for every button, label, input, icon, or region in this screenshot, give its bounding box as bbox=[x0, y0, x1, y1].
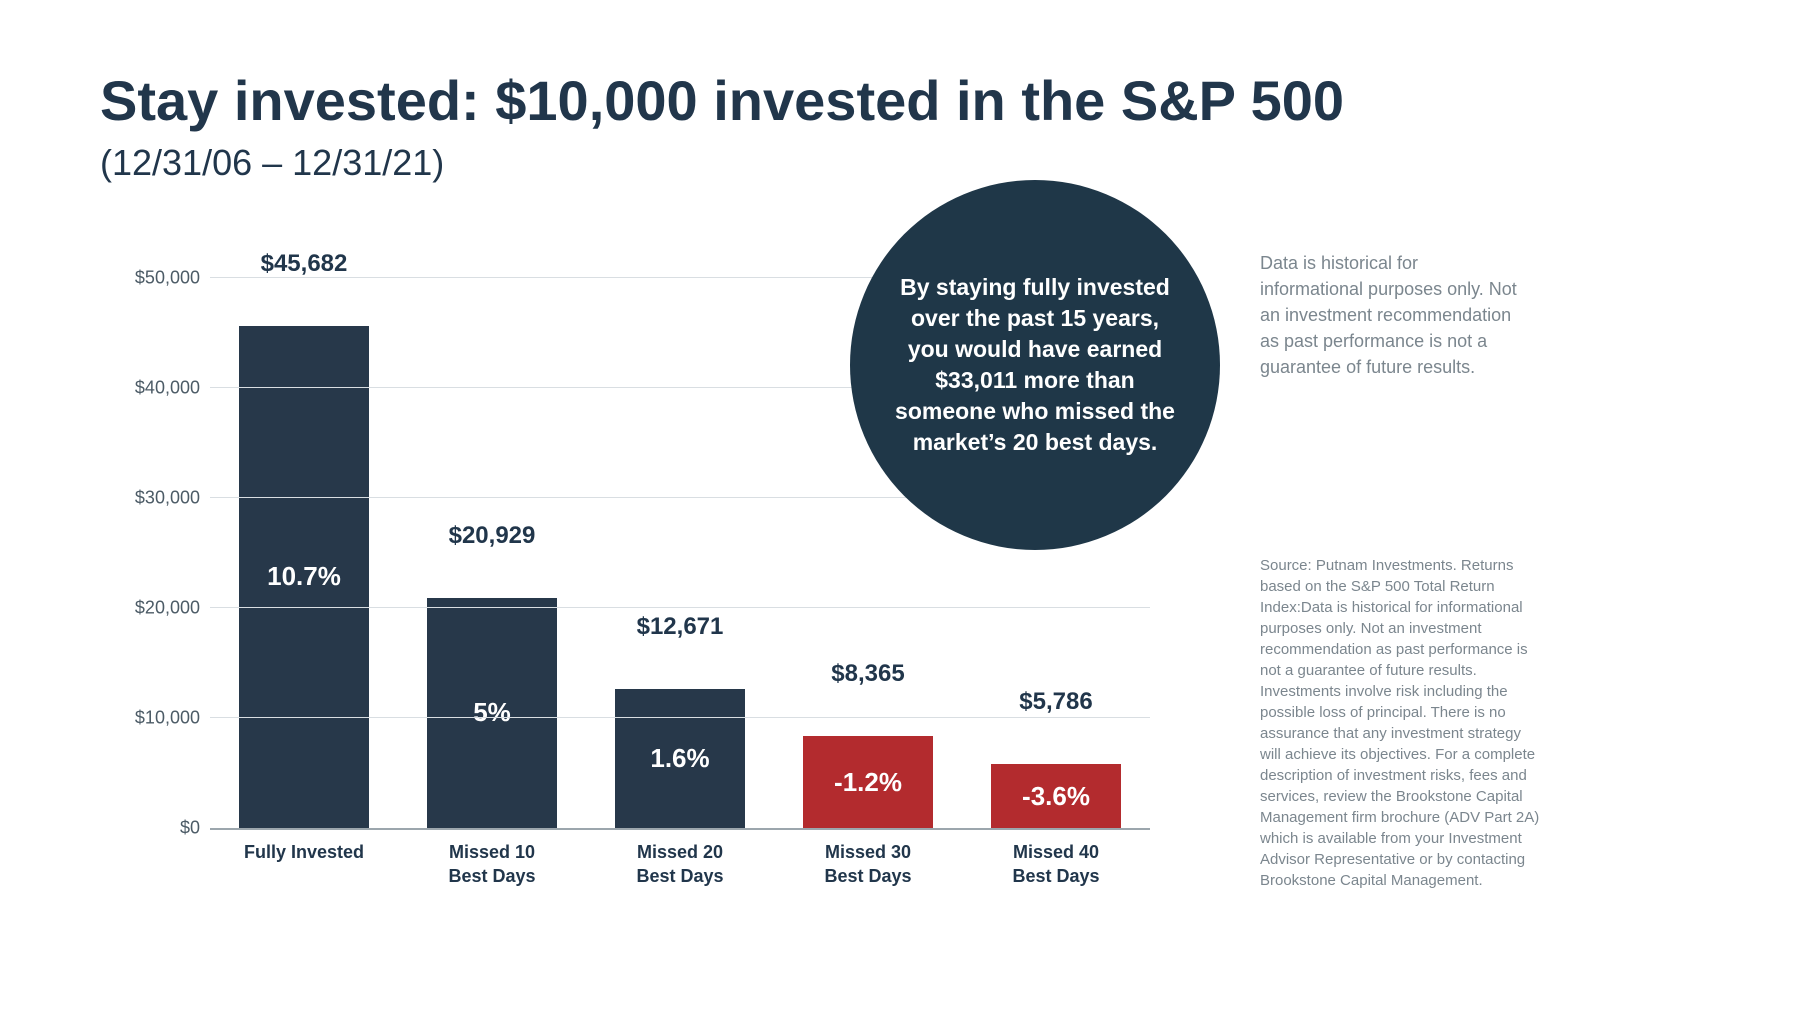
chart-bar: 1.6% bbox=[615, 689, 745, 828]
chart-bar: 5% bbox=[427, 598, 557, 828]
chart-x-labels: Fully InvestedMissed 10 Best DaysMissed … bbox=[210, 840, 1150, 889]
chart-bar-percent-label: 10.7% bbox=[267, 561, 341, 592]
chart-x-label: Missed 30 Best Days bbox=[774, 840, 962, 889]
chart-y-tick: $10,000 bbox=[100, 708, 200, 729]
chart-x-label: Missed 40 Best Days bbox=[962, 840, 1150, 889]
chart-y-tick: $40,000 bbox=[100, 378, 200, 399]
chart-bar-column: $12,671 1.6% bbox=[586, 280, 774, 828]
chart-y-tick: $50,000 bbox=[100, 268, 200, 289]
chart-gridline bbox=[210, 607, 1150, 608]
chart-bar-value-label: $5,786 bbox=[962, 688, 1150, 726]
chart-y-tick: $0 bbox=[100, 818, 200, 839]
chart-gridline bbox=[210, 717, 1150, 718]
page-subtitle: (12/31/06 – 12/31/21) bbox=[100, 142, 1711, 184]
chart-bar-percent-label: 5% bbox=[473, 697, 511, 728]
chart-x-label: Missed 10 Best Days bbox=[398, 840, 586, 889]
page-title: Stay invested: $10,000 invested in the S… bbox=[100, 70, 1711, 132]
chart-bar: -3.6% bbox=[991, 764, 1121, 828]
disclaimer-note: Data is historical for informational pur… bbox=[1260, 250, 1520, 380]
chart-y-tick: $20,000 bbox=[100, 598, 200, 619]
chart-bar-column: $20,929 5% bbox=[398, 280, 586, 828]
chart-bar-value-label: $12,671 bbox=[586, 613, 774, 651]
chart-bar-percent-label: -1.2% bbox=[834, 767, 902, 798]
chart-bar-column: $45,68210.7% bbox=[210, 280, 398, 828]
callout-circle: By staying fully invested over the past … bbox=[850, 180, 1220, 550]
chart-y-tick: $30,000 bbox=[100, 488, 200, 509]
infographic-page: Stay invested: $10,000 invested in the S… bbox=[0, 0, 1801, 1013]
source-note: Source: Putnam Investments. Returns base… bbox=[1260, 555, 1540, 891]
chart-bar: -1.2% bbox=[803, 736, 933, 828]
chart-x-label: Missed 20 Best Days bbox=[586, 840, 774, 889]
callout-text: By staying fully invested over the past … bbox=[890, 272, 1180, 458]
chart-bar-percent-label: -3.6% bbox=[1022, 781, 1090, 812]
chart-bar-percent-label: 1.6% bbox=[650, 743, 709, 774]
chart-bar-value-label: $8,365 bbox=[774, 660, 962, 698]
chart-bar-value-label: $45,682 bbox=[210, 250, 398, 288]
chart-bar-value-label: $20,929 bbox=[398, 522, 586, 560]
chart-bar: 10.7% bbox=[239, 326, 369, 829]
chart-x-label: Fully Invested bbox=[210, 840, 398, 889]
